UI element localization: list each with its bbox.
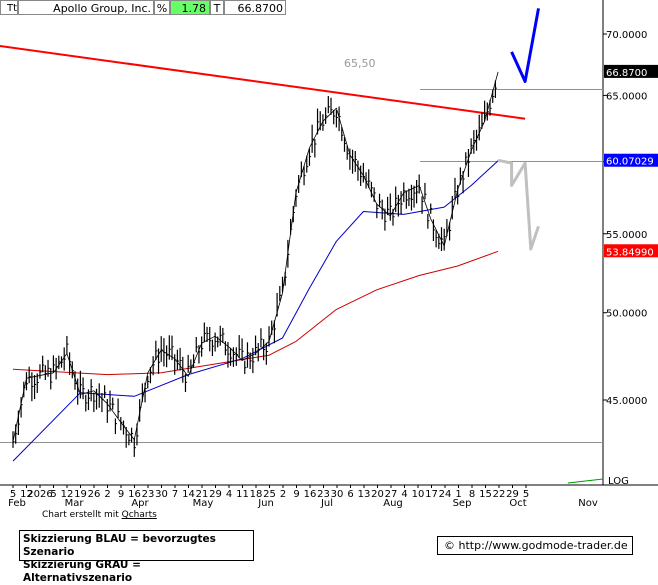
- x-month-label: Nov: [578, 498, 598, 509]
- x-tick-label: 20: [371, 489, 384, 500]
- x-tick-label: 25: [263, 489, 276, 500]
- y-tick-label: 55.0000: [606, 230, 647, 241]
- x-tick-label: 2: [280, 489, 286, 500]
- x-tick-label: 1: [455, 489, 461, 500]
- x-tick-label: 29: [209, 489, 222, 500]
- x-tick-label: 12: [61, 489, 74, 500]
- x-tick-label: 5: [10, 489, 16, 500]
- x-month-label: Feb: [8, 498, 26, 509]
- x-tick-label: 2: [104, 489, 110, 500]
- volume-line: [567, 478, 604, 484]
- y-tick-label: 45.0000: [606, 396, 647, 407]
- price-close-line: [12, 71, 499, 442]
- scenario-legend: Skizzierung BLAU = bevorzugtes Szenario …: [19, 530, 254, 584]
- x-tick-label: 16: [128, 489, 141, 500]
- series-layer: [0, 8, 604, 484]
- scenario-blue-path: [510, 8, 540, 83]
- x-tick-label: 26: [88, 489, 101, 500]
- horizontal-levels: [0, 89, 603, 443]
- x-tick-label: 21: [196, 489, 209, 500]
- header-pct-symbol: %: [154, 0, 170, 15]
- moving-average-short: [12, 160, 499, 462]
- x-tick-label: 30: [331, 489, 344, 500]
- x-tick-label: 11: [236, 489, 249, 500]
- x-tick-label: 29: [506, 489, 519, 500]
- x-month-label: Jun: [257, 498, 274, 509]
- value-tag: [604, 244, 658, 258]
- value-tag-label: 60.07029: [606, 157, 654, 168]
- value-tag: [604, 64, 658, 78]
- x-tick-label: 7: [172, 489, 178, 500]
- x-tick-label: 13: [358, 489, 371, 500]
- x-tick-label: 5: [523, 489, 529, 500]
- x-tick-label: 15: [479, 489, 492, 500]
- x-month-label: May: [193, 498, 214, 509]
- x-month-label: Sep: [453, 498, 472, 509]
- moving-average-long: [12, 250, 499, 376]
- x-tick-label: 12: [20, 489, 33, 500]
- credit-text: Chart erstellt mit: [42, 510, 122, 520]
- x-tick-label: 8: [469, 489, 475, 500]
- x-month-label: Mar: [65, 498, 85, 509]
- x-tick-label: 18: [250, 489, 263, 500]
- x-tick-label: 4: [401, 489, 407, 500]
- scenario-gray-path: [497, 158, 540, 251]
- x-month-label: Aug: [383, 498, 403, 509]
- y-tick-label: 65.0000: [606, 91, 647, 102]
- x-tick-label: 23: [142, 489, 155, 500]
- header-last-price: 66.8700: [224, 0, 286, 15]
- header-symbol: Ttl: [0, 0, 18, 15]
- x-tick-label: 17: [425, 489, 438, 500]
- x-tick-label: 16: [304, 489, 317, 500]
- legend-blue-line: Skizzierung BLAU = bevorzugtes Szenario: [23, 533, 216, 558]
- x-tick-label: 24: [439, 489, 452, 500]
- stock-chart: 70.000065.000060.000055.000050.000045.00…: [0, 0, 658, 509]
- x-tick-label: 23: [317, 489, 330, 500]
- x-month-label: Apr: [131, 498, 149, 509]
- plot-frame: [0, 0, 658, 486]
- chart-credit: Chart erstellt mit Qcharts: [42, 510, 157, 520]
- x-tick-label: 19: [74, 489, 87, 500]
- x-month-label: Oct: [509, 498, 526, 509]
- header-company: Apollo Group, Inc.: [18, 0, 154, 15]
- x-tick-label: 9: [118, 489, 124, 500]
- peak-annotation: 65,50: [344, 57, 376, 70]
- x-tick-label: 2026: [27, 489, 52, 500]
- value-tag: [604, 153, 658, 167]
- x-month-label: Jul: [320, 498, 333, 509]
- value-tag-label: 53.84990: [606, 247, 654, 258]
- header-t-label: T: [210, 0, 224, 15]
- x-tick-label: 10: [412, 489, 425, 500]
- x-tick-label: 9: [293, 489, 299, 500]
- y-tick-label: 70.0000: [606, 30, 647, 41]
- x-tick-label: 5: [50, 489, 56, 500]
- y-tick-label: 50.0000: [606, 309, 647, 320]
- source-url[interactable]: © http://www.godmode-trader.de: [437, 536, 633, 555]
- scale-label: LOG: [608, 476, 629, 487]
- value-tag-label: 66.8700: [606, 68, 647, 79]
- x-tick-label: 6: [347, 489, 353, 500]
- x-tick-label: 27: [385, 489, 398, 500]
- y-axis: 70.000065.000060.000055.000050.000045.00…: [603, 30, 658, 407]
- resistance-trendline: [0, 44, 526, 120]
- x-tick-label: 30: [155, 489, 168, 500]
- header-pct-value: 1.78: [170, 0, 210, 15]
- x-tick-label: 14: [182, 489, 195, 500]
- credit-link[interactable]: Qcharts: [121, 510, 157, 520]
- x-tick-label: 22: [493, 489, 506, 500]
- x-tick-label: 4: [226, 489, 232, 500]
